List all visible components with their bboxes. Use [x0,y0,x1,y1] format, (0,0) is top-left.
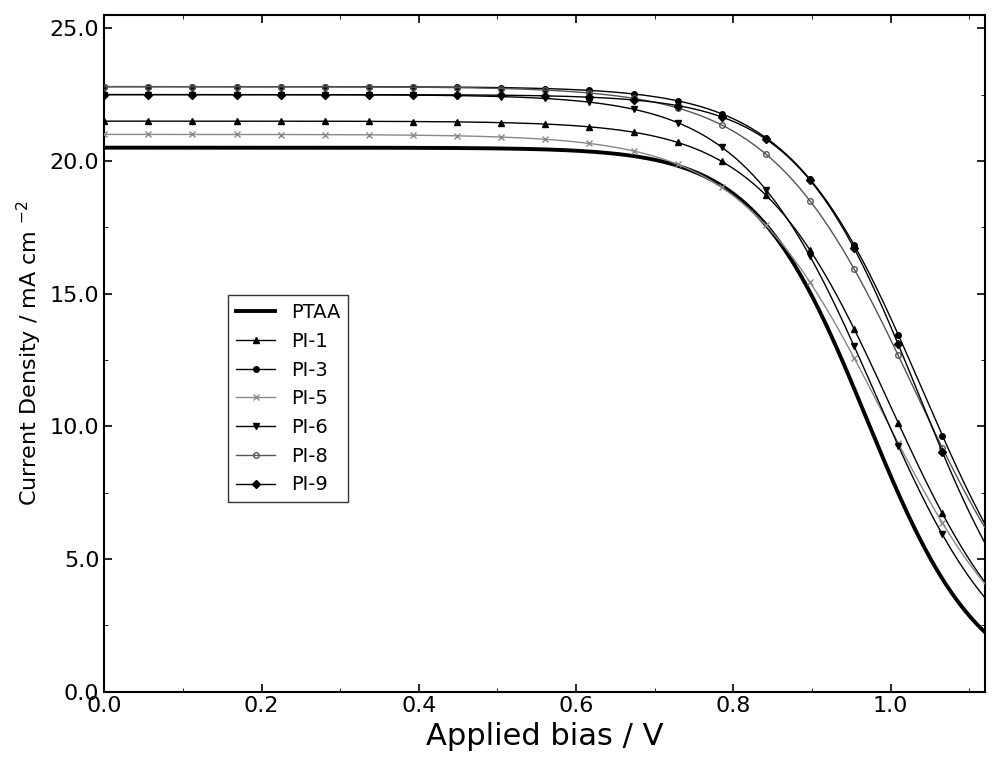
PI-5 [325,130,337,139]
Line: PI-3: PI-3 [101,83,988,527]
PTAA [686,166,698,175]
PTAA [497,144,509,153]
PI-9 [761,136,773,145]
PI-6 [254,90,266,100]
PTAA [617,150,629,159]
PI-8 [98,82,110,91]
PI-1 [325,116,337,126]
Line: PI-6: PI-6 [101,92,988,601]
PI-3 [617,88,629,97]
PI-8 [979,523,991,532]
PI-1 [254,116,266,126]
PI-5 [979,579,991,588]
PI-1 [761,192,773,201]
PI-3 [686,100,698,109]
PI-5 [761,222,773,231]
PI-5 [497,133,509,142]
PI-1 [98,116,110,126]
PI-8 [617,92,629,101]
PI-5 [686,166,698,175]
PI-3 [325,82,337,91]
PTAA [98,143,110,152]
Legend: PTAA, PI-1, PI-3, PI-5, PI-6, PI-8, PI-9: PTAA, PI-1, PI-3, PI-5, PI-6, PI-8, PI-9 [228,296,348,502]
PI-8 [325,82,337,91]
PI-6 [761,187,773,196]
PI-3 [497,83,509,92]
PI-9 [686,104,698,113]
PTAA [325,143,337,152]
PI-6 [979,593,991,602]
PI-8 [686,108,698,117]
PI-9 [254,90,266,100]
PTAA [254,143,266,152]
PTAA [761,222,773,231]
PI-3 [254,82,266,91]
PI-3 [979,519,991,529]
PI-6 [617,103,629,112]
PI-3 [98,82,110,91]
PI-9 [325,90,337,100]
Line: PI-9: PI-9 [101,92,988,546]
PTAA [979,627,991,637]
PI-6 [98,90,110,100]
Line: PTAA: PTAA [104,148,985,632]
PI-1 [686,143,698,152]
PI-5 [617,144,629,153]
PI-9 [979,538,991,548]
PI-6 [686,125,698,134]
PI-6 [497,92,509,101]
X-axis label: Applied bias / V: Applied bias / V [426,722,663,751]
Line: PI-8: PI-8 [101,83,988,531]
Line: PI-1: PI-1 [101,119,988,585]
PI-1 [497,118,509,127]
Y-axis label: Current Density / mA cm $^{-2}$: Current Density / mA cm $^{-2}$ [15,200,44,506]
PI-8 [254,82,266,91]
PI-9 [617,94,629,103]
PI-9 [497,90,509,100]
PI-5 [254,130,266,139]
PI-8 [761,151,773,160]
PI-9 [98,90,110,99]
PI-6 [325,90,337,100]
PI-1 [979,578,991,587]
PI-8 [497,84,509,93]
Line: PI-5: PI-5 [101,131,988,588]
PI-5 [98,129,110,139]
PI-3 [761,134,773,143]
PI-1 [617,126,629,136]
